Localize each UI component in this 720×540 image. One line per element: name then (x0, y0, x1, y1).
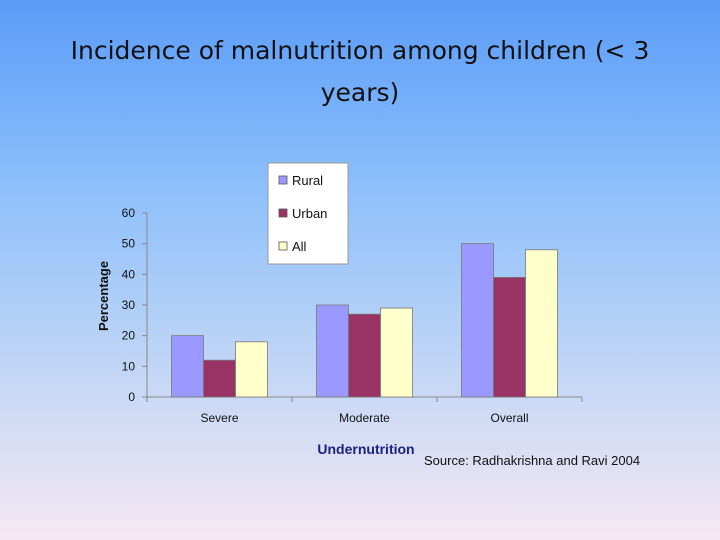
bar-rural-moderate (316, 304, 349, 398)
bar-all-moderate (380, 307, 413, 398)
legend-label-rural: Rural (292, 173, 323, 188)
y-tick-label: 20 (122, 329, 136, 343)
chart-axes: 0 10 20 30 40 50 60 Severe Moderate Overall (122, 206, 583, 425)
y-tick-label: 0 (128, 390, 135, 404)
y-tick-label: 10 (122, 359, 136, 373)
chart-bars (171, 243, 558, 398)
legend-swatch-all (278, 241, 288, 251)
bar-rural-severe (171, 335, 204, 398)
bar-urban-severe (203, 359, 236, 398)
y-tick-label: 50 (122, 237, 136, 251)
bar-urban-moderate (348, 313, 381, 398)
y-tick-label: 30 (122, 298, 136, 312)
bar-all-overall (525, 249, 558, 398)
legend-swatch-urban (278, 208, 288, 218)
x-tick-label: Severe (200, 411, 238, 425)
source-note: Source: Radhakrishna and Ravi 2004 (424, 453, 640, 468)
x-tick-label: Moderate (339, 411, 390, 425)
legend-swatch-rural (278, 175, 288, 185)
bar-rural-overall (461, 243, 494, 398)
legend-label-all: All (292, 239, 307, 254)
bar-urban-overall (493, 276, 526, 398)
bar-all-severe (235, 341, 268, 398)
y-axis-label: Percentage (96, 261, 111, 331)
y-tick-label: 40 (122, 267, 136, 281)
x-tick-label: Overall (490, 411, 528, 425)
chart-legend: Rural Urban All (267, 162, 349, 265)
y-tick-label: 60 (122, 206, 136, 220)
slide-title: Incidence of malnutrition among children… (70, 36, 650, 107)
x-axis-label: Undernutrition (317, 441, 414, 457)
legend-label-urban: Urban (292, 206, 327, 221)
